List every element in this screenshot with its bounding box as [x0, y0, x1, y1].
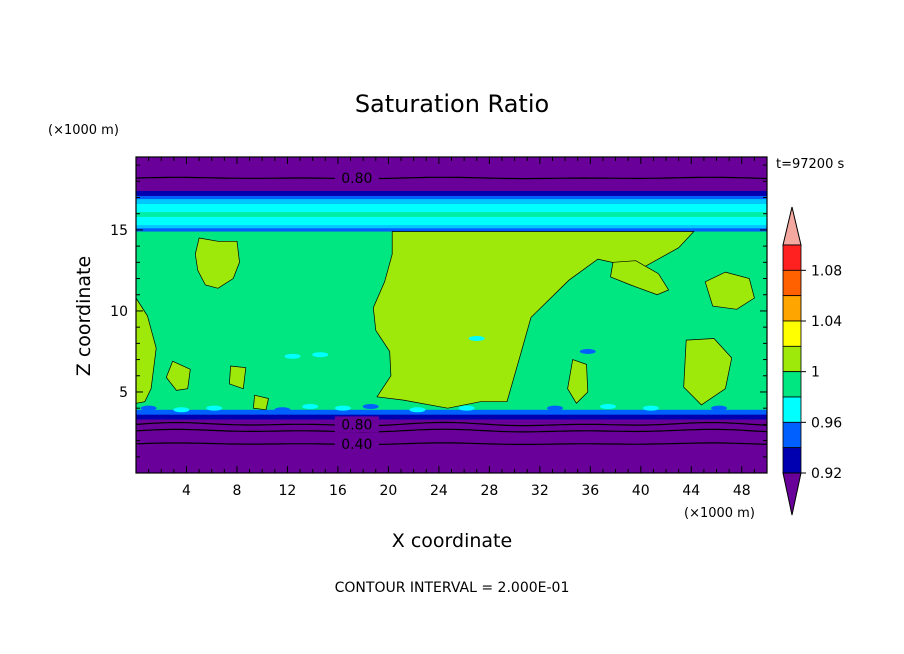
field-cyan-speckle: [334, 405, 351, 411]
colorbar-segment: [782, 244, 802, 271]
field-lime-area: [165, 360, 191, 391]
colorbar-segment: [782, 447, 802, 474]
field-cyan-speckle: [206, 405, 223, 411]
contour-line-0.40: [135, 442, 768, 446]
contour-interval-footer: CONTOUR INTERVAL = 2.000E-01: [335, 580, 570, 596]
contour-label: 0.80: [341, 171, 372, 187]
field-cyan-speckle: [302, 404, 319, 410]
field-lime-area: [194, 237, 240, 289]
colorbar-segment: [782, 371, 802, 398]
contour-label-bg: [334, 416, 379, 433]
field-upper-green-streak: [136, 212, 767, 217]
colorbar-bottom-triangle: [782, 472, 802, 516]
field-cyan-speckle: [362, 404, 379, 410]
x-tick-label: 44: [682, 483, 700, 499]
field-cyan-speckle: [468, 335, 485, 341]
x-unit-label: (×1000 m): [684, 506, 755, 521]
colorbar-segment: [782, 295, 802, 322]
field-cyan-speckle: [173, 407, 190, 413]
time-label: t=97200 s: [776, 157, 844, 172]
field-cyan-speckle: [579, 348, 596, 354]
contour-line-0.80-upper: [135, 176, 768, 180]
x-tick-label: 8: [232, 483, 241, 499]
colorbar-segment: [782, 345, 802, 373]
field-lime-area: [683, 338, 733, 406]
y-unit-label: (×1000 m): [48, 123, 119, 138]
plot-area: [135, 156, 768, 474]
x-tick-label: 32: [531, 483, 549, 499]
field-cyan-speckle: [284, 353, 301, 359]
colorbar-segment: [782, 396, 802, 423]
x-tick-label: 48: [733, 483, 751, 499]
contour-label-bg: [334, 170, 379, 187]
x-tick-label: 20: [379, 483, 397, 499]
x-tick-label: 16: [329, 483, 347, 499]
x-tick-label: 4: [182, 483, 191, 499]
colorbar-top-triangle: [782, 206, 802, 246]
colorbar-segment: [782, 269, 802, 297]
field-cyan-speckle: [546, 405, 563, 411]
colorbar-label: 0.96: [811, 415, 842, 431]
contour-line-0.60: [135, 428, 768, 433]
y-tick-label: 15: [110, 223, 128, 239]
field-lime-area: [229, 365, 247, 390]
contour-label: 0.80: [341, 417, 372, 433]
y-axis-label: Z coordinate: [73, 256, 95, 376]
colorbar: 1.08 1.04 1 0.96 0.92: [782, 206, 842, 516]
contour-line-0.80-lower: [135, 421, 768, 427]
x-tick-label: 28: [480, 483, 498, 499]
y-tick-label: 5: [119, 385, 128, 401]
contour-labels: 0.80 0.80 0.40: [334, 170, 379, 453]
colorbar-segment: [782, 421, 802, 449]
colorbar-label: 1: [811, 365, 820, 381]
field-cyan-speckle: [409, 407, 426, 413]
x-tick-label: 24: [430, 483, 448, 499]
contour-label-bg: [334, 435, 379, 452]
field-cyan-speckle: [711, 405, 728, 411]
field-cyan-speckle: [140, 405, 157, 411]
field-lower-dark-band: [136, 414, 767, 420]
field-cyan-speckle: [642, 405, 659, 411]
contour-label: 0.40: [341, 437, 372, 453]
field-lime-area: [253, 394, 269, 411]
colorbar-label: 1.08: [811, 263, 842, 279]
field-cyan-speckle: [458, 405, 475, 411]
field-upper-dark-band: [136, 191, 767, 196]
field-cyan-speckle: [312, 352, 329, 358]
colorbar-segment: [782, 320, 802, 347]
colorbar-label: 1.04: [811, 314, 842, 330]
x-tick-label: 36: [581, 483, 599, 499]
y-tick-label: 10: [110, 304, 128, 320]
field-lime-area: [610, 260, 670, 296]
field-lime-area: [704, 271, 755, 310]
field-lime-area: [567, 359, 589, 404]
field-cyan-speckle: [274, 407, 291, 413]
x-tick-label: 12: [279, 483, 297, 499]
chart-title: Saturation Ratio: [355, 90, 549, 118]
field-cyan-speckle: [599, 404, 616, 410]
colorbar-label: 0.92: [811, 466, 842, 482]
x-axis-label: X coordinate: [392, 530, 512, 552]
x-tick-label: 40: [632, 483, 650, 499]
